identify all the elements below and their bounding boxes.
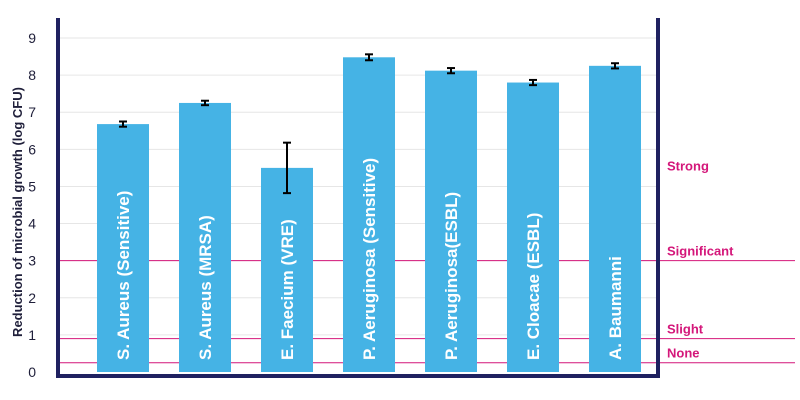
y-tick-label: 4 [28,216,36,232]
error-bars [119,53,619,195]
y-tick-label: 0 [28,364,36,380]
y-tick-label: 7 [28,104,36,120]
y-tick-label: 9 [28,30,36,46]
bar-category-label: S. Aureus (Sensitive) [114,191,133,360]
bar [179,102,231,372]
threshold-label: Strong [667,158,709,173]
bar [97,124,149,372]
bar-category-label: E. Faecium (VRE) [278,219,297,360]
bar-category-label: A. Baumanni [606,256,625,360]
y-axis-label: Reduction of microbial growth (log CFU) [10,87,25,337]
axes [56,18,660,378]
bar-category-label: S. Aureus (MRSA) [196,215,215,360]
y-tick-label: 3 [28,253,36,269]
bar [507,82,559,373]
bars [97,57,641,373]
bar [589,65,641,372]
y-tick-label: 1 [28,327,36,343]
bar-category-label: P. Aeruginosa (Sensitive) [360,158,379,360]
y-tick-labels: 0 1 2 3 4 5 6 7 8 9 [28,30,36,380]
threshold-label: None [667,346,700,361]
y-tick-label: 8 [28,67,36,83]
threshold-label: Slight [667,322,704,337]
bar [425,70,477,372]
bar-labels: S. Aureus (Sensitive) S. Aureus (MRSA) E. … [114,158,625,360]
bar-category-label: P. Aeruginosa(ESBL) [442,192,461,360]
bar [261,167,313,372]
y-tick-label: 5 [28,178,36,194]
threshold-labels: Strong Significant Slight None [667,158,734,360]
y-tick-label: 6 [28,141,36,157]
threshold-label: Significant [667,244,734,259]
bar-category-label: E. Cloacae (ESBL) [524,213,543,360]
bar [343,57,395,372]
y-tick-label: 2 [28,290,36,306]
